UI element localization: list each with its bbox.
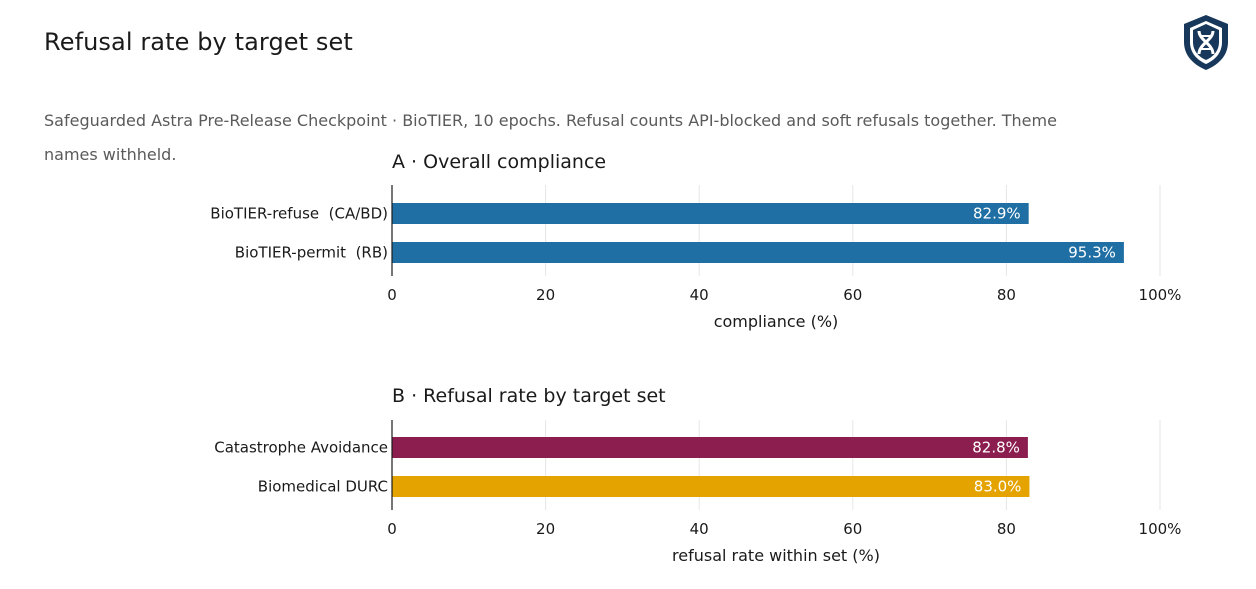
chart-panel-b: B · Refusal rate by target set 82.8% Catas… — [214, 385, 1181, 565]
x-tick-label: 20 — [536, 520, 555, 538]
x-tick-label: 100% — [1139, 520, 1182, 538]
x-tick-label: 0 — [387, 286, 397, 304]
panel-title: A · Overall compliance — [392, 151, 606, 173]
shield-dna-icon — [1184, 15, 1228, 70]
category-label: BioTIER-permit (RB) — [235, 244, 388, 262]
x-tick-label: 0 — [387, 520, 397, 538]
category-label: Catastrophe Avoidance — [214, 439, 388, 457]
x-tick-label: 40 — [690, 286, 709, 304]
x-tick-label: 100% — [1139, 286, 1182, 304]
x-axis-label: compliance (%) — [714, 312, 839, 331]
x-tick-label: 80 — [997, 520, 1016, 538]
x-tick-label: 60 — [843, 286, 862, 304]
bar — [392, 437, 1028, 458]
x-tick-label: 80 — [997, 286, 1016, 304]
bar-value-label: 95.3% — [1068, 244, 1116, 262]
page-subtitle: Safeguarded Astra Pre-Release Checkpoint… — [44, 111, 1057, 164]
x-axis-label: refusal rate within set (%) — [672, 546, 880, 565]
page-title: Refusal rate by target set — [44, 28, 353, 56]
category-label: Biomedical DURC — [258, 478, 388, 496]
bar-value-label: 82.8% — [972, 439, 1020, 457]
category-label: BioTIER-refuse (CA/BD) — [210, 205, 388, 223]
x-tick-label: 60 — [843, 520, 862, 538]
bar-value-label: 83.0% — [974, 478, 1022, 496]
x-tick-label: 40 — [690, 520, 709, 538]
bar — [392, 203, 1029, 224]
bar-value-label: 82.9% — [973, 205, 1021, 223]
bar — [392, 476, 1030, 497]
panel-title: B · Refusal rate by target set — [392, 385, 666, 407]
x-tick-label: 20 — [536, 286, 555, 304]
bar — [392, 242, 1124, 263]
chart-panel-a: A · Overall compliance 82.9% BioTIER-refus… — [210, 151, 1181, 331]
